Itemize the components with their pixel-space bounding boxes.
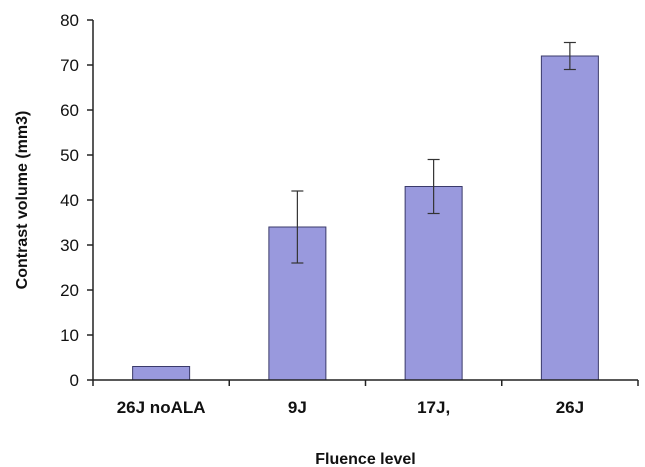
y-axis-title: Contrast volume (mm3) xyxy=(14,111,31,290)
x-tick-label: 9J xyxy=(288,398,307,417)
y-tick-label: 0 xyxy=(70,371,79,390)
bar xyxy=(132,366,191,381)
x-axis-tick-labels: 26J noALA 9J 17J, 26J xyxy=(117,398,584,417)
y-tick-label: 40 xyxy=(60,191,79,210)
y-tick-label: 20 xyxy=(60,281,79,300)
y-tick-label: 60 xyxy=(60,101,79,120)
y-tick-label: 70 xyxy=(60,56,79,75)
x-axis-title: Fluence level xyxy=(315,451,416,467)
x-axis-ticks xyxy=(92,380,639,386)
bar xyxy=(540,55,599,381)
x-tick-label: 26J xyxy=(556,398,584,417)
y-tick-label: 10 xyxy=(60,326,79,345)
y-tick-label: 80 xyxy=(60,11,79,30)
y-tick-label: 50 xyxy=(60,146,79,165)
y-axis-ticks: 0 10 20 30 40 50 60 70 80 xyxy=(60,11,93,390)
x-tick-label: 17J, xyxy=(417,398,450,417)
y-tick-label: 30 xyxy=(60,236,79,255)
error-bars xyxy=(291,41,576,264)
x-tick-label: 26J noALA xyxy=(117,398,206,417)
bars xyxy=(132,55,599,381)
bar xyxy=(404,186,463,381)
